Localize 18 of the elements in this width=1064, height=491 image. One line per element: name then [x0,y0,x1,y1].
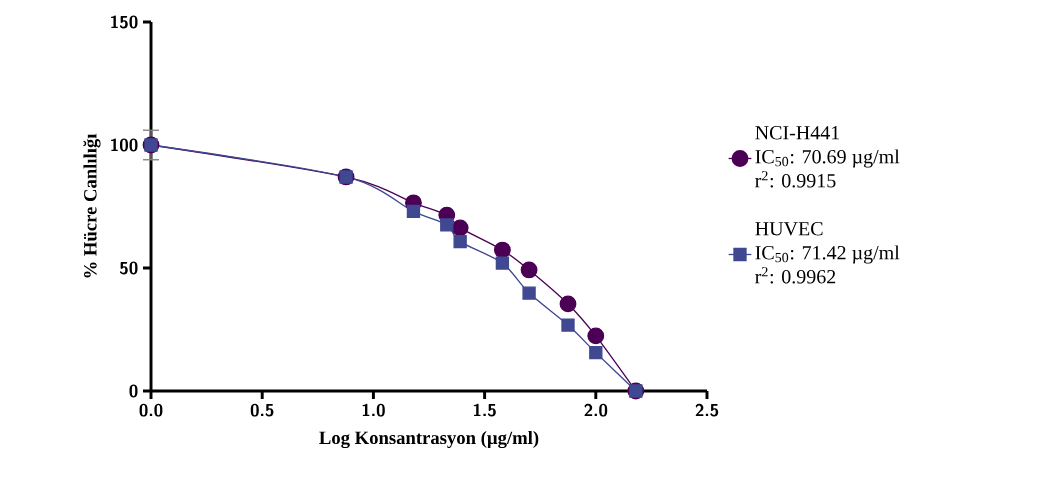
text: IC$_{50}$: 71.42 µg/ml [755,245,900,264]
y-tick-label: 100 [111,138,138,152]
y-tick-label: 150 [111,15,138,29]
x-tick-label: 1.5 [473,403,496,417]
x-axis-title: Log Konsantrasyon (µg/ml) [319,430,539,449]
x-tick-label: 2.5 [695,403,719,417]
x-tick-label: 1.0 [362,403,385,417]
x-tick-label: 0.5 [250,403,274,417]
text: r$^{2}$: 0.9915 [755,171,836,188]
y-axis-title: % Hücre Canlılığı [83,133,101,278]
text: HUVEC [755,222,823,236]
x-tick-label: 2.0 [584,403,608,417]
text: IC$_{50}$: 70.69 µg/ml [755,149,900,168]
text: NCI-H441 [755,126,840,140]
y-tick-label: 0 [129,384,138,398]
x-tick-label: 0.0 [139,403,163,417]
text: r$^{2}$: 0.9962 [755,267,836,284]
y-tick-label: 50 [119,261,138,275]
